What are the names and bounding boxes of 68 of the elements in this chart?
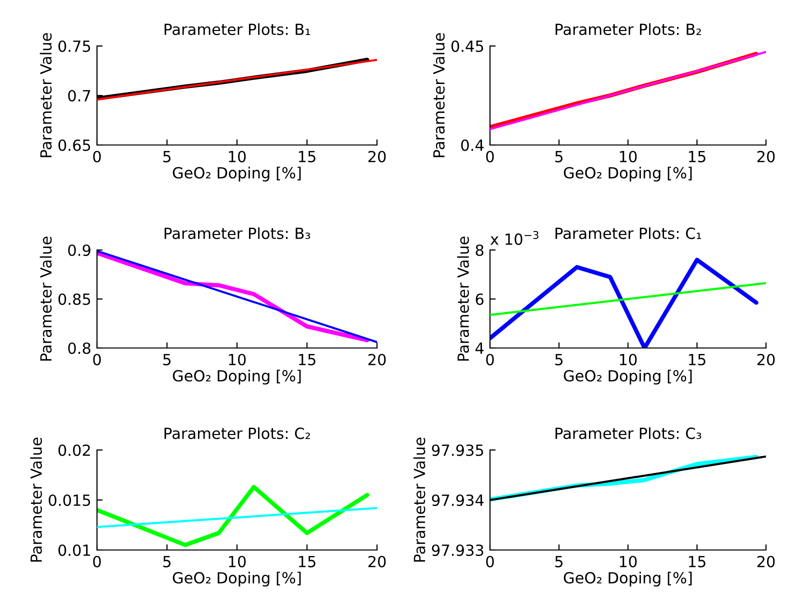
x-tick-label: 5	[163, 151, 171, 162]
chart-title: Parameter Plots: B₂	[556, 23, 701, 36]
y-axis-title: Parameter Value	[40, 33, 52, 158]
x-tick-label: 10	[620, 150, 637, 162]
x-tick-label: 0	[486, 556, 494, 568]
chart-title: Parameter Plots: C₂	[164, 427, 310, 440]
x-tick-label: 15	[298, 556, 316, 568]
chart-title: Parameter Plots: C₃	[556, 427, 702, 440]
x-tick-label: 15	[688, 556, 706, 568]
x-tick-label: 5	[163, 354, 171, 366]
y-tick-label: 97.934	[432, 494, 484, 506]
y-tick-label: 0.85	[58, 293, 90, 306]
y-tick-label: 0.65	[58, 139, 90, 152]
x-tick-label: 15	[688, 151, 706, 162]
x-tick-label: 0	[486, 354, 494, 366]
x-tick-label: 10	[228, 150, 246, 162]
x-tick-label: 15	[298, 354, 316, 366]
y-tick-label: 0.9	[68, 244, 90, 256]
x-axis-title: GeO₂ Doping [%]	[172, 370, 301, 385]
chart-title: Parameter Plots: C₁	[556, 227, 702, 240]
x-tick-label: 20	[368, 354, 386, 366]
y-tick-label: 97.935	[432, 444, 484, 456]
x-axis-title: GeO₂ Doping [%]	[172, 572, 301, 587]
y-axis-title: Parameter Value	[40, 236, 52, 361]
x-tick-label: 10	[228, 556, 246, 568]
y-axis-title: Parameter Value	[457, 236, 469, 361]
x-tick-label: 0	[93, 556, 101, 568]
x-tick-label: 0	[486, 150, 494, 162]
y-axis-title: Parameter Value	[432, 33, 445, 158]
x-tick-label: 10	[620, 354, 637, 366]
y-tick-label: 97.933	[432, 544, 484, 556]
x-tick-label: 20	[757, 150, 775, 162]
x-axis-title: GeO₂ Doping [%]	[564, 370, 692, 385]
y-tick-label: 4	[475, 342, 484, 354]
x-tick-label: 20	[757, 556, 775, 568]
y-tick-label: 6	[476, 293, 484, 306]
chart-title: Parameter Plots: B₁	[164, 23, 310, 36]
text: x 10$^{−3}$	[490, 230, 538, 245]
x-tick-label: 5	[555, 354, 563, 366]
x-axis-title: GeO₂ Doping [%]	[564, 572, 692, 587]
y-tick-label: 0.75	[58, 40, 90, 52]
x-tick-label: 20	[757, 354, 775, 366]
chart-title: Parameter Plots: B₃	[164, 227, 310, 240]
x-tick-label: 0	[93, 150, 101, 162]
y-tick-label: 0.02	[58, 444, 90, 456]
y-tick-label: 8	[476, 244, 484, 256]
x-tick-label: 5	[555, 556, 563, 568]
y-tick-label: 0.015	[48, 494, 90, 506]
y-axis-title: Parameter Value	[30, 438, 42, 562]
x-tick-label: 0	[93, 354, 101, 366]
x-tick-label: 10	[620, 556, 637, 568]
y-axis-title: Parameter Value	[413, 438, 426, 562]
y-tick-label: 0.8	[68, 342, 90, 354]
x-tick-label: 20	[368, 150, 386, 162]
x-tick-label: 5	[555, 151, 563, 162]
x-tick-label: 15	[298, 151, 316, 162]
x-tick-label: 15	[688, 354, 706, 366]
y-tick-label: 0.7	[68, 90, 90, 102]
x-tick-label: 10	[228, 354, 246, 366]
y-tick-label: 0.01	[58, 544, 90, 556]
x-axis-title: GeO₂ Doping [%]	[564, 166, 692, 182]
x-axis-title: GeO₂ Doping [%]	[172, 166, 301, 182]
y-tick-label: 0.45	[451, 40, 484, 52]
line-series	[97, 484, 370, 548]
x-tick-label: 5	[163, 556, 171, 568]
line-series	[490, 258, 758, 348]
y-tick-label: 0.4	[461, 139, 484, 152]
x-tick-label: 20	[368, 556, 386, 568]
